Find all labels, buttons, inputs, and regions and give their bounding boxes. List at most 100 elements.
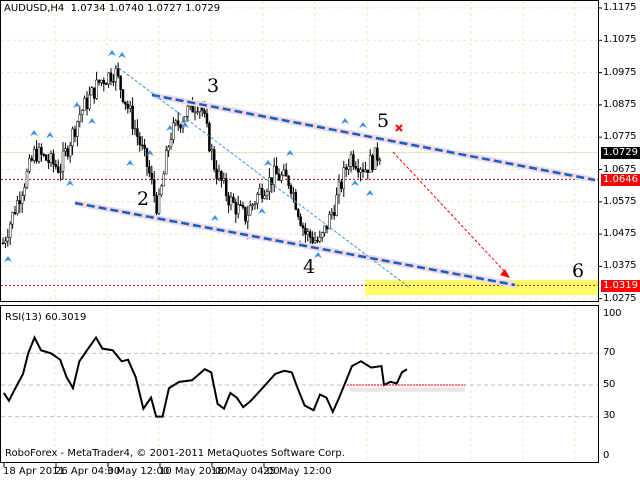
candle-body <box>119 75 122 90</box>
candle-body <box>83 97 86 111</box>
candle-body <box>366 169 370 173</box>
fractal-arrow-icon <box>66 180 74 186</box>
candle-body <box>47 160 50 163</box>
price-tick: 1.0875 <box>603 98 637 110</box>
candle-body <box>136 128 139 138</box>
candle-body <box>59 170 62 173</box>
candle-body <box>148 166 151 174</box>
fractal-arrow-icon <box>314 252 322 258</box>
candle-body <box>172 122 175 140</box>
candle-body <box>121 89 125 103</box>
candle-body <box>299 216 302 226</box>
candle-body <box>323 225 326 234</box>
candle-body <box>28 158 31 172</box>
fractal-arrow-icon <box>73 102 81 108</box>
candle-body <box>88 94 91 109</box>
candle-body <box>316 240 319 242</box>
candle-body <box>256 193 259 204</box>
candle-body <box>54 163 58 167</box>
current-price-tag: 1.0729 <box>601 147 640 159</box>
symbol-header: AUDUSD,H4 1.0734 1.0740 1.0727 1.0729 <box>4 3 220 14</box>
candle-body <box>284 169 288 177</box>
candle-body <box>157 194 161 214</box>
candle-body <box>78 114 82 122</box>
wave-label-3: 3 <box>207 75 220 97</box>
candle-body <box>287 175 290 186</box>
candle-body <box>104 83 108 85</box>
candle-body <box>229 196 233 206</box>
rsi-tick: 50 <box>603 379 616 390</box>
candle-body <box>208 123 211 152</box>
candle-body <box>23 187 26 196</box>
candle-body <box>169 139 173 148</box>
candle-body <box>145 148 149 167</box>
candle-body <box>356 168 360 173</box>
candle-body <box>328 213 331 230</box>
candle-body <box>20 195 24 204</box>
candle-body <box>265 191 269 196</box>
forecast-arrow <box>392 151 506 273</box>
rsi-title: RSI(13) 60.3019 <box>5 312 87 323</box>
wave-label-5: 5 <box>377 110 390 132</box>
candle-body <box>30 158 34 161</box>
candle-body <box>100 79 103 83</box>
candle-body <box>292 192 295 194</box>
candle-body <box>107 72 110 85</box>
fractal-arrow-icon <box>126 160 134 166</box>
rsi-line <box>3 335 408 418</box>
fractal-arrow-icon <box>30 130 38 136</box>
candle-body <box>114 68 118 83</box>
candle-body <box>143 144 146 149</box>
cross-icon <box>395 124 403 132</box>
candle-body <box>68 145 72 157</box>
candle-body <box>263 195 266 199</box>
candle-body <box>304 227 307 235</box>
upper-channel-line <box>151 93 596 182</box>
candle-body <box>1 242 5 245</box>
candle-body <box>282 169 286 176</box>
lower-channel-line <box>74 201 516 287</box>
fractal-arrow-icon <box>359 122 367 128</box>
candle-body <box>258 188 262 195</box>
candle-body <box>342 167 346 189</box>
candle-body <box>203 110 206 114</box>
candle-body <box>131 105 134 129</box>
candle-body <box>109 72 113 82</box>
candle-body <box>253 203 257 205</box>
fractal-arrow-icon <box>264 160 272 166</box>
candle-body <box>205 113 209 124</box>
candle-body <box>306 231 310 235</box>
candle-body <box>337 181 341 196</box>
candle-body <box>251 204 254 207</box>
level-tag-2: 1.0319 <box>601 280 640 292</box>
candle-body <box>210 149 214 152</box>
candle-body <box>222 178 226 181</box>
candle-body <box>13 212 17 214</box>
candle-body <box>66 148 70 157</box>
candle-body <box>320 232 324 238</box>
candle-body <box>352 154 355 167</box>
candle-body <box>347 166 350 170</box>
candle-body <box>11 212 14 225</box>
candle-body <box>227 195 230 206</box>
time-tick: 25 May 12:00 <box>263 466 332 477</box>
time-tick: 10 May 20:00 <box>159 466 228 477</box>
candle-body <box>234 202 238 215</box>
candle-body <box>49 153 53 163</box>
fractal-arrow-icon <box>211 215 219 221</box>
candle-body <box>174 120 178 124</box>
price-tick: 1.0575 <box>603 195 637 207</box>
arrow-head-icon <box>500 269 510 278</box>
candle-body <box>116 68 120 77</box>
candle-body <box>32 148 36 161</box>
candle-body <box>268 177 271 192</box>
candle-body <box>152 179 156 196</box>
candle-body <box>354 166 358 169</box>
candle-body <box>335 194 338 216</box>
wave-label-2: 2 <box>137 188 150 210</box>
candle-body <box>325 225 329 230</box>
fractal-arrow-icon <box>146 150 154 156</box>
candle-body <box>92 87 96 99</box>
time-tick: 26 Apr 04:00 <box>55 466 121 477</box>
